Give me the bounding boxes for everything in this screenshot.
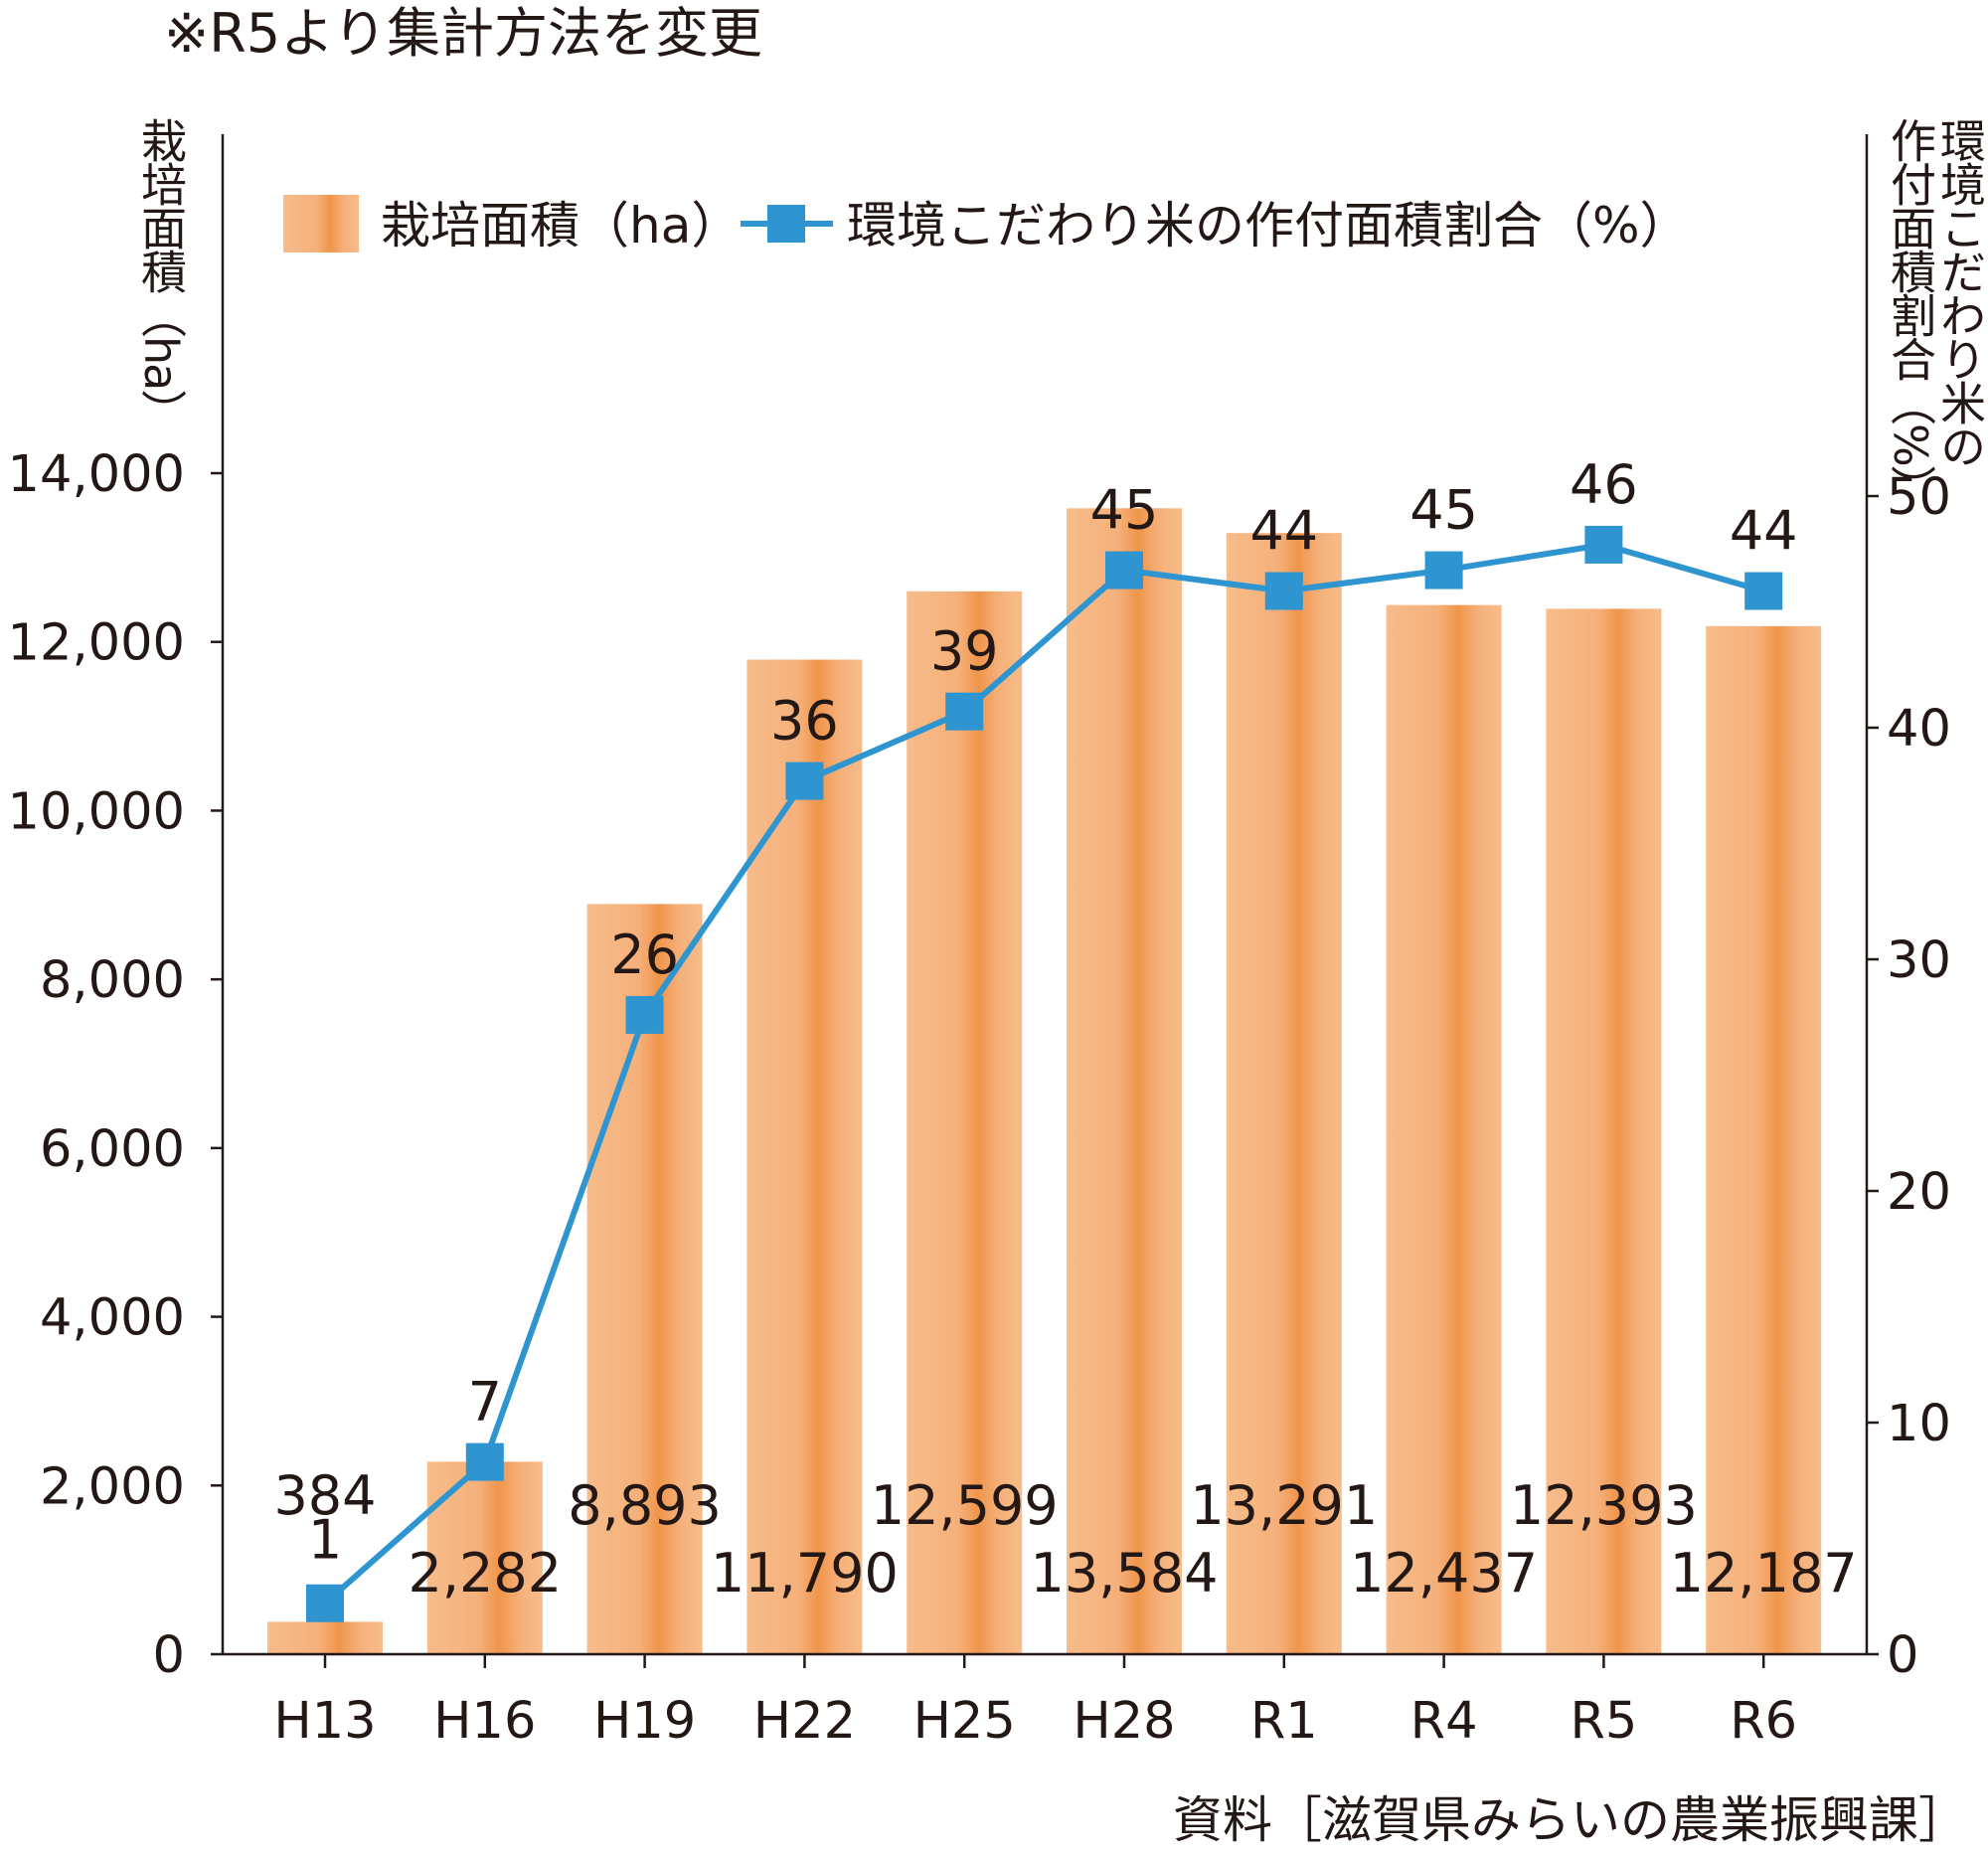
right-tick-label: 20 <box>1887 1163 1951 1222</box>
left-tick-label: 10,000 <box>8 782 185 841</box>
line-marker-R1 <box>1264 572 1303 610</box>
right-tick-label: 0 <box>1887 1626 1918 1685</box>
line-series <box>323 541 1765 1606</box>
x-tick-label: H22 <box>753 1692 856 1751</box>
line-marker-R6 <box>1744 572 1783 610</box>
x-tick-label: H16 <box>433 1692 536 1751</box>
x-tick-label: R6 <box>1730 1692 1797 1751</box>
line-marker-R4 <box>1424 551 1463 590</box>
left-tick-label: 4,000 <box>40 1289 185 1348</box>
bar-data-label: 12,187 <box>1670 1542 1858 1605</box>
line-data-label: 46 <box>1570 453 1638 516</box>
left-tick-label: 0 <box>153 1626 185 1685</box>
legend-bar-swatch <box>283 195 359 253</box>
line-marker-H25 <box>945 692 984 731</box>
bar-data-label: 13,291 <box>1190 1474 1378 1537</box>
bar-data-label: 12,599 <box>871 1474 1059 1537</box>
legend: 栽培面積（ha） 環境こだわり米の作付面積割合（%） <box>283 195 1690 254</box>
bar-R5 <box>1546 608 1662 1654</box>
bar-R1 <box>1226 533 1342 1654</box>
left-tick-label: 8,000 <box>40 951 185 1010</box>
bar-R6 <box>1706 625 1822 1655</box>
bar-data-label: 13,584 <box>1031 1542 1219 1605</box>
line-data-label: 7 <box>468 1371 502 1434</box>
left-tick-label: 6,000 <box>40 1120 185 1179</box>
bar-data-label: 11,790 <box>711 1542 899 1605</box>
left-tick-label: 12,000 <box>8 614 185 673</box>
legend-bar-label: 栽培面積（ha） <box>381 197 741 254</box>
right-tick-label: 10 <box>1887 1395 1951 1453</box>
left-tick-label: 2,000 <box>40 1457 185 1516</box>
bar-R4 <box>1386 604 1502 1654</box>
line-data-label: 44 <box>1730 500 1798 563</box>
right-axis-title-line2: 作付面積割合（%） <box>1884 117 1937 509</box>
x-tick-label: R1 <box>1250 1692 1318 1751</box>
chart-note: ※R5より集計方法を変更 <box>164 2 762 65</box>
bar-H22 <box>746 659 863 1654</box>
chart-source: 資料［滋賀県みらいの農業振興課］ <box>1173 1791 1968 1849</box>
x-tick-label: H19 <box>593 1692 696 1751</box>
x-tick-label: H13 <box>273 1692 376 1751</box>
line-marker-R5 <box>1584 525 1623 564</box>
right-tick-label: 30 <box>1887 931 1951 990</box>
bar-data-label: 384 <box>273 1464 376 1527</box>
x-tick-label: R4 <box>1410 1692 1478 1751</box>
bar-H28 <box>1067 508 1182 1655</box>
x-tick-label: H28 <box>1073 1692 1175 1751</box>
right-tick-label: 40 <box>1887 700 1951 759</box>
bar-data-label: 2,282 <box>409 1542 563 1605</box>
line-data-label: 45 <box>1409 479 1478 542</box>
line-data-label: 45 <box>1090 479 1159 542</box>
left-tick-label: 14,000 <box>8 445 185 504</box>
line-marker-H16 <box>465 1442 504 1481</box>
bar-data-label: 8,893 <box>568 1474 722 1537</box>
x-tick-label: R5 <box>1570 1692 1637 1751</box>
line-data-label: 26 <box>610 924 679 986</box>
bar-data-label: 12,437 <box>1350 1542 1538 1605</box>
legend-line-marker <box>767 205 805 243</box>
left-axis-title: 栽培面積（ha） <box>134 117 188 433</box>
bar-data-label: 12,393 <box>1510 1474 1698 1537</box>
right-axis-title-line1: 環境こだわり米の <box>1933 117 1987 467</box>
line-marker-H22 <box>785 761 824 800</box>
bar-H25 <box>907 591 1023 1655</box>
legend-line-label: 環境こだわり米の作付面積割合（%） <box>847 197 1690 254</box>
bar-H13 <box>267 1621 383 1654</box>
line-marker-H28 <box>1105 551 1143 590</box>
line-data-label: 1 <box>308 1509 342 1572</box>
line-marker-H13 <box>306 1584 344 1622</box>
right-tick-label: 50 <box>1887 468 1951 527</box>
line-data-label: 36 <box>770 690 839 753</box>
x-tick-label: H25 <box>913 1692 1016 1751</box>
line-marker-H19 <box>625 995 664 1034</box>
line-data-label: 39 <box>930 620 999 683</box>
line-data-label: 44 <box>1249 500 1318 563</box>
